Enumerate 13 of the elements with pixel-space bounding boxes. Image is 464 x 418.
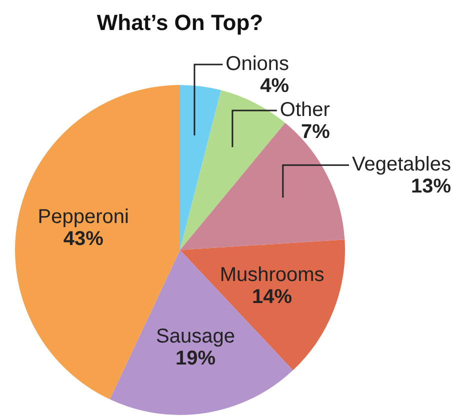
slice-label: Other [280, 98, 330, 121]
data-label: 13% [410, 176, 452, 198]
data-label: 7% [301, 120, 330, 143]
slice-label: Sausage [156, 325, 235, 348]
data-label: 14% [252, 286, 292, 308]
data-label: 19% [175, 347, 216, 370]
data-label: 43% [63, 228, 104, 250]
slice-label: Onions [226, 52, 290, 75]
slice-label: Pepperoni [38, 206, 129, 228]
chart-title: What’s On Top? [96, 10, 264, 36]
slice-label: Vegetables [352, 154, 451, 176]
data-label: 4% [260, 74, 290, 97]
slice-label: Mushrooms [220, 264, 324, 286]
